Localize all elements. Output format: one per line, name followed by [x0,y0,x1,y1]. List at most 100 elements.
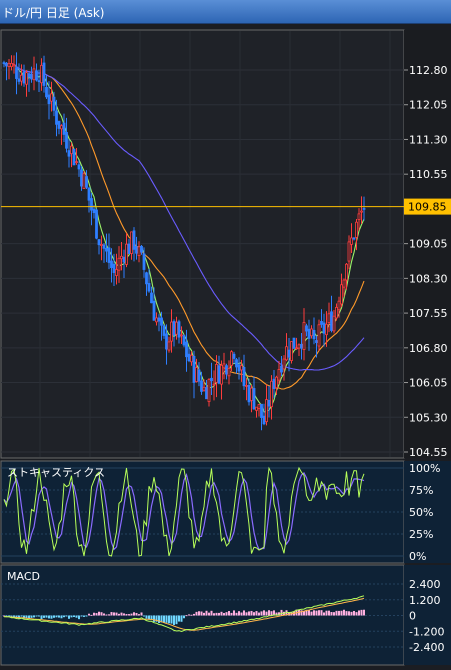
candle-body [112,263,116,273]
macd-histogram-bar [210,610,213,616]
macd-histogram-bar [230,612,233,616]
candle-body [285,346,288,361]
macd-histogram-bar [320,610,323,616]
macd-histogram-bar [330,612,333,616]
macd-tick-label: -1.200 [409,625,444,638]
macd-histogram-bar [160,615,163,623]
stochastics-label: ストキャスティクス [7,466,105,479]
candle-body [152,300,156,321]
macd-histogram-bar [100,612,103,616]
macd-histogram-bar [198,611,200,616]
macd-histogram-bar [273,610,275,616]
macd-histogram-bar [268,610,270,616]
candle-body [342,279,346,288]
candle-body [92,208,96,214]
window-title-bar[interactable]: ドル/円 日足 (Ask) [0,0,451,24]
macd-histogram-bar [255,611,258,616]
candle-body [150,292,153,304]
macd-histogram-bar [153,615,155,622]
candle-body [195,367,198,383]
macd-histogram-bar [253,612,255,616]
macd-histogram-bar [93,612,95,616]
macd-histogram-bar [20,615,23,617]
candle-body [15,67,18,79]
price-axis-area [404,30,451,458]
candle-body [275,376,278,389]
macd-histogram-bar [200,611,203,616]
candle-body [252,388,256,410]
macd-histogram-bar [343,609,345,616]
candle-body [35,70,38,81]
macd-histogram-bar [208,612,210,616]
stochastics-axis-area [404,461,451,563]
macd-histogram-bar [125,614,128,616]
candle-body [40,64,43,84]
candle-body [292,337,296,349]
chart-svg[interactable]: 112.80 112.05 111.30 110.55 109.05 108.30 107.… [0,24,451,666]
candle-body [162,325,166,336]
macd-histogram-bar [75,615,78,618]
candle-body [42,62,46,86]
candle-body [130,231,133,254]
candle-body [77,164,81,170]
macd-histogram-bar [48,615,50,619]
macd-histogram-bar [50,615,53,619]
candle-body [182,335,186,346]
macd-histogram-bar [115,612,118,616]
macd-histogram-bar [338,610,340,616]
chart-area[interactable]: 112.80 112.05 111.30 110.55 109.05 108.30 107.… [0,24,451,666]
macd-histogram-bar [263,610,265,616]
current-price-label: 109.85 [408,201,447,214]
macd-histogram-bar [33,615,35,618]
macd-histogram-bar [328,610,330,616]
macd-histogram-bar [318,610,320,616]
candle-body [360,210,363,213]
macd-histogram-bar [170,615,173,624]
macd-histogram-bar [155,615,158,622]
candle-body [320,321,323,325]
macd-histogram-bar [128,614,130,616]
candle-body [330,311,333,331]
candle-body [167,341,171,351]
candle-body [57,120,61,129]
macd-axis-area [404,565,451,665]
macd-histogram-bar [225,612,228,616]
macd-histogram-bar [58,615,60,618]
candle-body [45,86,48,98]
macd-histogram-bar [143,615,145,617]
stochastics-tick-label: 25% [409,528,433,541]
candle-body [125,243,128,265]
macd-histogram-bar [193,613,195,616]
price-tick-label: 109.05 [409,238,448,251]
macd-histogram-bar [300,610,303,616]
candle-body [245,384,248,387]
candle-body [180,334,183,337]
macd-histogram-bar [325,610,328,616]
macd-histogram-bar [185,615,188,617]
candle-body [212,383,216,386]
macd-histogram-bar [83,615,85,617]
macd-histogram-bar [190,614,193,616]
macd-histogram-bar [275,612,278,616]
macd-tick-label: 2.400 [409,578,441,591]
stochastics-tick-label: 75% [409,484,433,497]
candle-body [105,247,108,252]
macd-histogram-bar [108,614,110,616]
candle-body [85,176,88,188]
macd-label: MACD [7,570,40,583]
macd-histogram-bar [205,610,208,616]
candle-body [257,404,261,409]
candle-body [177,321,181,338]
candle-body [190,354,193,363]
macd-histogram-bar [78,615,80,620]
candle-body [340,284,343,305]
macd-signal-line [3,597,365,631]
macd-histogram-bar [15,615,18,618]
stochastics-tick-label: 50% [409,506,433,519]
candle-body [97,239,101,246]
macd-histogram-bar [353,610,355,616]
candle-body [132,230,136,250]
candle-body [327,313,331,323]
candle-body [157,317,161,322]
candle-body [72,148,76,166]
